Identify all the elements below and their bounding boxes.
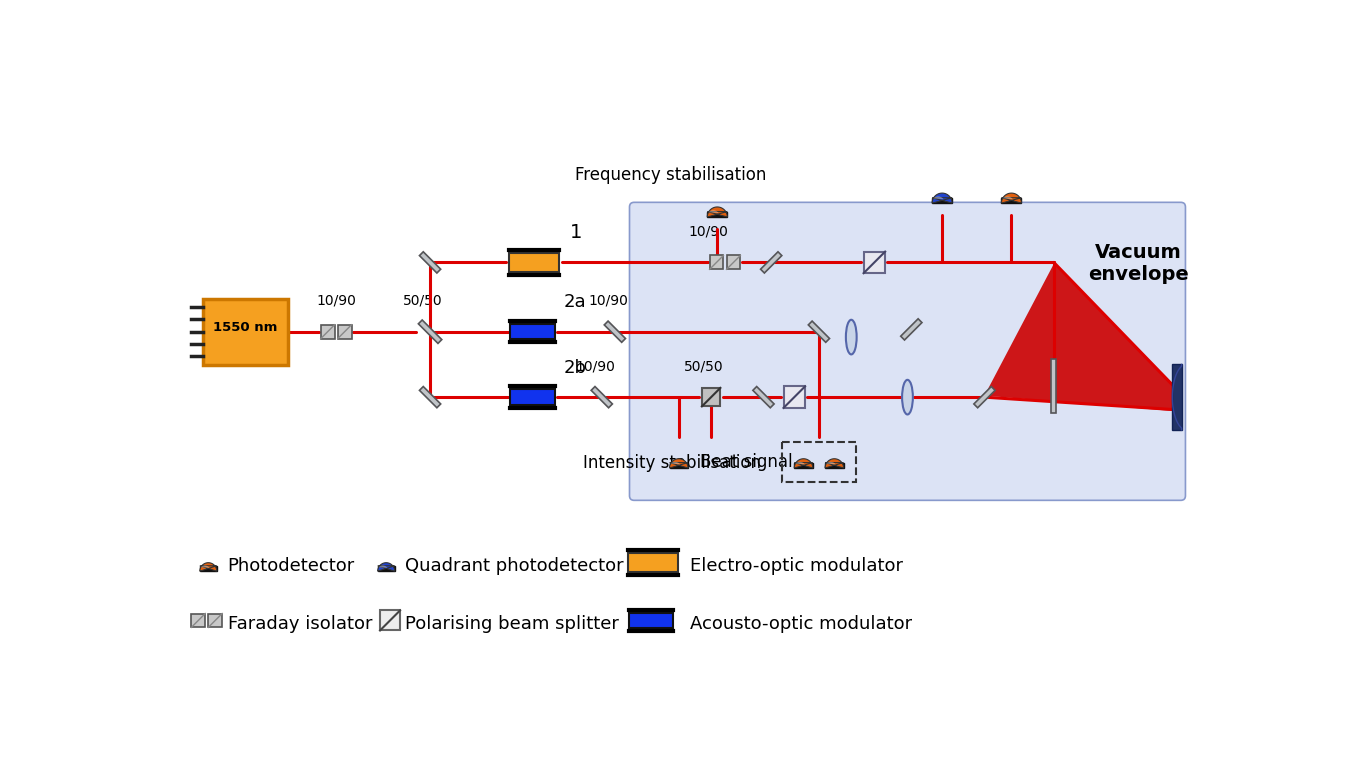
Text: 50/50: 50/50 [402, 294, 443, 308]
Polygon shape [418, 320, 441, 343]
Text: Intensity stabilisation: Intensity stabilisation [583, 453, 761, 472]
Text: Frequency stabilisation: Frequency stabilisation [575, 166, 767, 184]
Polygon shape [1002, 193, 1022, 203]
Bar [509, 253, 559, 272]
Text: 10/90: 10/90 [589, 294, 629, 308]
Bar [200, 566, 217, 571]
Text: 1550 nm: 1550 nm [213, 322, 278, 334]
Polygon shape [670, 459, 688, 468]
Bar [338, 325, 351, 339]
Text: Acousto-optic modulator: Acousto-optic modulator [690, 615, 911, 632]
Bar [864, 252, 886, 273]
Bar [670, 463, 688, 468]
Bar [202, 298, 288, 365]
Polygon shape [200, 563, 217, 571]
Text: Electro-optic modulator: Electro-optic modulator [690, 556, 903, 575]
Bar [726, 256, 740, 270]
Bar [381, 611, 400, 630]
Text: Beat signal: Beat signal [701, 453, 792, 471]
Text: 10/90: 10/90 [316, 294, 356, 308]
Polygon shape [825, 459, 844, 468]
Polygon shape [1003, 196, 1012, 199]
Bar [510, 390, 555, 405]
Bar [629, 613, 674, 629]
Bar [782, 442, 856, 482]
Bar [208, 614, 223, 628]
Polygon shape [931, 193, 952, 203]
Bar [321, 325, 335, 339]
Bar [707, 212, 728, 217]
Text: Polarising beam splitter: Polarising beam splitter [405, 615, 620, 632]
Text: 10/90: 10/90 [688, 225, 728, 239]
Polygon shape [900, 319, 922, 340]
Polygon shape [709, 210, 718, 213]
Bar [702, 388, 721, 406]
Polygon shape [591, 387, 613, 408]
Polygon shape [795, 462, 805, 464]
Ellipse shape [846, 320, 857, 354]
Bar [783, 387, 805, 408]
Polygon shape [605, 321, 625, 343]
Polygon shape [671, 462, 680, 464]
Text: Faraday isolator: Faraday isolator [228, 615, 373, 632]
Polygon shape [379, 566, 387, 568]
Polygon shape [1052, 359, 1057, 412]
Polygon shape [760, 252, 782, 273]
Polygon shape [809, 321, 829, 343]
Polygon shape [753, 387, 774, 408]
Polygon shape [933, 196, 944, 199]
Bar [378, 566, 394, 571]
Bar [510, 324, 555, 339]
Text: 1: 1 [570, 222, 583, 242]
Polygon shape [378, 563, 394, 571]
Bar [1002, 198, 1022, 203]
Text: Photodetector: Photodetector [228, 556, 355, 575]
Bar [794, 463, 813, 468]
Bar [628, 553, 679, 572]
Bar [710, 256, 724, 270]
Bar [931, 198, 952, 203]
Text: Quadrant photodetector: Quadrant photodetector [405, 556, 624, 575]
Polygon shape [826, 462, 836, 464]
Ellipse shape [902, 380, 913, 415]
Polygon shape [420, 387, 440, 408]
Text: 50/50: 50/50 [683, 359, 724, 374]
Polygon shape [707, 207, 728, 217]
Text: 2b: 2b [563, 359, 586, 377]
Text: Vacuum
envelope: Vacuum envelope [1088, 243, 1189, 284]
Polygon shape [984, 264, 1172, 411]
FancyBboxPatch shape [629, 202, 1185, 501]
Bar [1172, 364, 1181, 430]
Bar [192, 614, 205, 628]
Polygon shape [420, 252, 440, 273]
Polygon shape [201, 566, 209, 568]
Polygon shape [794, 459, 813, 468]
Text: 2a: 2a [563, 293, 586, 311]
Text: 10/90: 10/90 [575, 359, 616, 374]
Polygon shape [973, 387, 995, 408]
Bar [825, 463, 844, 468]
